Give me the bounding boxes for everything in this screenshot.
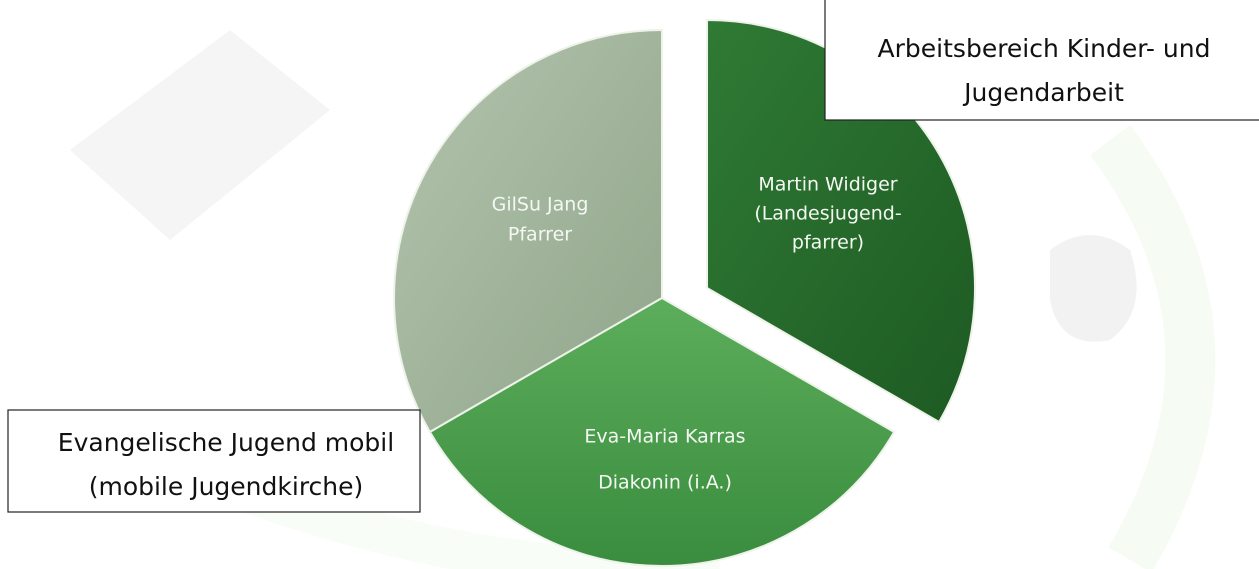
segment-label: (Landesjugend-	[754, 203, 901, 225]
segment-label: Pfarrer	[508, 224, 572, 246]
segment-label: Martin Widiger	[758, 174, 897, 196]
callout-label: (mobile Jugendkirche)	[89, 472, 364, 501]
callout-label: Jugendarbeit	[962, 78, 1124, 107]
segment-label: Diakonin (i.A.)	[598, 472, 732, 494]
segment-label: pfarrer)	[792, 232, 864, 254]
diagram: GilSu Jang Pfarrer Martin Widiger (Landesju…	[0, 0, 1259, 569]
segment-label: GilSu Jang	[492, 194, 589, 216]
segment-label: Eva-Maria Karras	[584, 426, 745, 448]
callout-label: Evangelische Jugend mobil	[58, 428, 394, 457]
callout-label: Arbeitsbereich Kinder- und	[878, 34, 1211, 63]
